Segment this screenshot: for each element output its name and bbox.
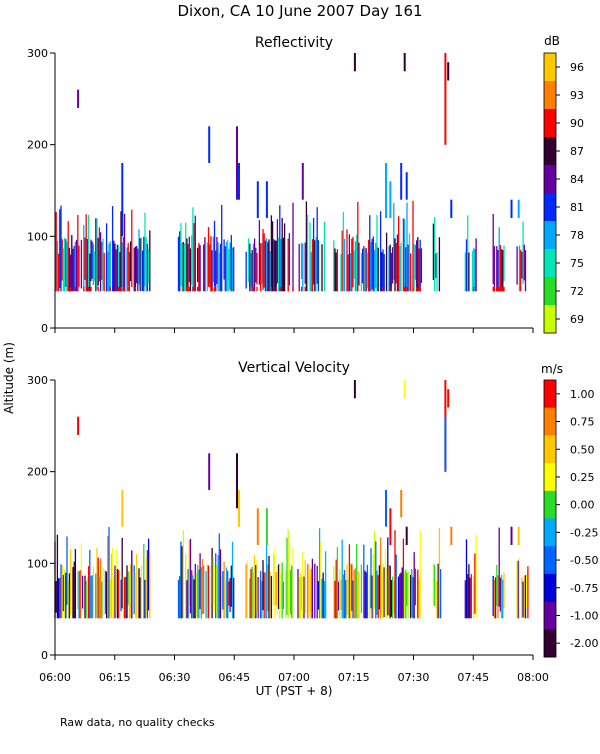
legend-swatch (544, 546, 556, 575)
legend-swatch (544, 463, 556, 492)
legend-swatch (544, 53, 556, 82)
legend-label: 96 (570, 61, 584, 74)
x-tick-label: 06:30 (159, 671, 191, 684)
legend-swatch (544, 490, 556, 519)
reflectivity-axes: 0 100 200 300 (27, 47, 534, 335)
footnote: Raw data, no quality checks (60, 716, 215, 729)
legend-label: 0.75 (570, 416, 595, 429)
legend-swatch (544, 573, 556, 603)
vertical-velocity-axes: 0 100 200 300 06:00 06:15 06:30 06:45 07:00 07:15… (27, 374, 549, 684)
y-tick-label: 0 (41, 322, 48, 335)
legend-swatch (544, 407, 556, 436)
legend-frame (543, 52, 557, 334)
y-axis-label: Altitude (m) (2, 342, 16, 414)
x-axis-label: UT (PST + 8) (256, 684, 333, 698)
legend-label: 90 (570, 117, 584, 130)
y-tick-label: 0 (41, 649, 48, 662)
vertical-velocity-plot-area (54, 380, 529, 619)
legend-label: 78 (570, 229, 584, 242)
x-tick-label: 06:15 (99, 671, 131, 684)
legend-label: 84 (570, 173, 584, 186)
x-tick-label: 07:30 (398, 671, 430, 684)
vertical-velocity-title: Vertical Velocity (238, 360, 350, 376)
legend-swatch (544, 249, 556, 278)
legend-swatch (544, 435, 556, 464)
vertical-velocity-units: m/s (541, 362, 563, 376)
x-tick-label: 08:00 (517, 671, 549, 684)
y-tick-label: 200 (27, 139, 48, 152)
y-tick-label: 100 (27, 557, 48, 570)
legend-swatch (544, 518, 556, 547)
reflectivity-plot-area (55, 53, 527, 292)
legend-swatch (544, 137, 556, 166)
legend-label: 87 (570, 145, 584, 158)
legend-swatch (544, 277, 556, 306)
legend-label: -0.50 (570, 554, 598, 567)
y-tick-label: 300 (27, 374, 48, 387)
legend-label: -0.75 (570, 582, 598, 595)
reflectivity-panel: Reflectivity dB 0 100 200 300 96 93 90 87 84 81 7… (27, 34, 584, 335)
legend-label: 81 (570, 201, 584, 214)
legend-frame (543, 379, 557, 658)
legend-label: 93 (570, 89, 584, 102)
vertical-velocity-color-legend: 1.00 0.75 0.50 0.25 0.00 -0.25 -0.50 -0.75 -1.00… (543, 379, 598, 658)
legend-label: 0.25 (570, 471, 595, 484)
legend-label: 0.50 (570, 443, 595, 456)
legend-swatch (544, 601, 556, 630)
legend-swatch (544, 221, 556, 250)
legend-swatch (544, 380, 556, 409)
reflectivity-title: Reflectivity (255, 35, 333, 51)
legend-label: -0.25 (570, 526, 598, 539)
x-tick-label: 07:15 (338, 671, 370, 684)
x-tick-label: 06:00 (39, 671, 71, 684)
page-title: Dixon, CA 10 June 2007 Day 161 (177, 2, 422, 20)
legend-swatch (544, 305, 556, 334)
legend-label: -2.00 (570, 637, 598, 650)
y-tick-label: 300 (27, 47, 48, 60)
legend-swatch (544, 629, 556, 658)
legend-swatch (544, 81, 556, 110)
legend-label: -1.00 (570, 609, 598, 622)
legend-swatch (544, 165, 556, 194)
legend-label: 0.00 (570, 499, 595, 512)
x-tick-label: 06:45 (218, 671, 250, 684)
legend-swatch (544, 109, 556, 138)
reflectivity-units: dB (544, 34, 560, 48)
y-tick-label: 200 (27, 466, 48, 479)
legend-label: 69 (570, 313, 584, 326)
x-tick-label: 07:45 (457, 671, 489, 684)
legend-label: 72 (570, 285, 584, 298)
vertical-velocity-panel: Vertical Velocity m/s 0 100 200 300 06:00 06:… (27, 360, 598, 684)
legend-label: 75 (570, 257, 584, 270)
x-tick-label: 07:00 (278, 671, 310, 684)
legend-label: 1.00 (570, 388, 595, 401)
reflectivity-color-legend: 96 93 90 87 84 81 78 75 72 69 (543, 52, 584, 334)
legend-swatch (544, 193, 556, 222)
y-tick-label: 100 (27, 230, 48, 243)
